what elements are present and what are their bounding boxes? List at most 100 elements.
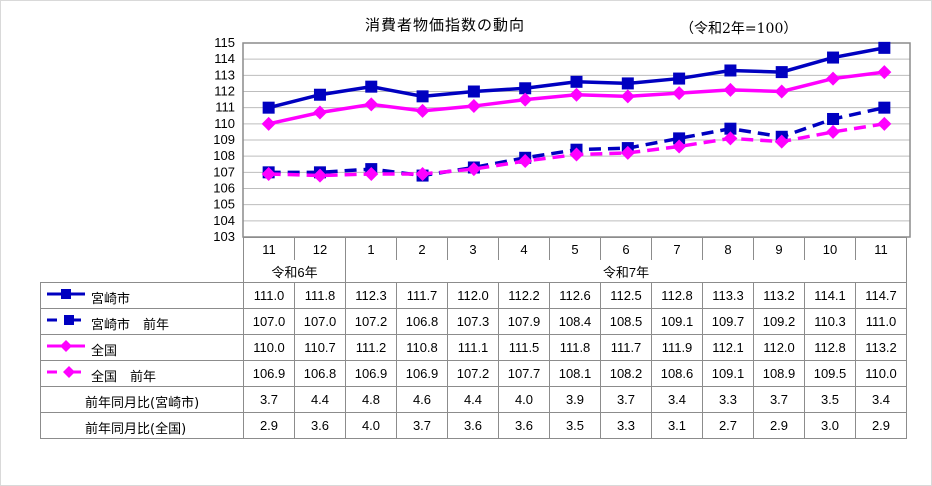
value-cell: 4.0 [498,386,550,413]
y-tick-label: 106 [213,181,235,196]
value-cell: 109.5 [804,360,856,387]
diamond-marker [672,139,687,154]
value-cell: 114.7 [855,282,907,309]
series-line [268,105,885,178]
diamond-marker [364,97,379,112]
square-marker [878,41,891,54]
month-label: 12 [294,237,346,260]
diamond-marker [518,154,533,169]
row-label: 前年同月比(宮崎市) [85,396,200,411]
value-cell: 108.5 [600,308,652,335]
square-marker [673,132,686,145]
diamond-marker [312,168,327,183]
square-marker [827,51,840,64]
row-label-cell: 前年同月比(宮崎市) [40,386,244,413]
y-tick-label: 114 [214,51,235,66]
month-label: 7 [651,237,703,260]
diamond-marker [261,116,276,131]
month-label: 9 [753,237,805,260]
value-cell: 3.4 [855,386,907,413]
diamond-marker [261,166,276,181]
value-cell: 107.0 [294,308,346,335]
chart-subtitle: （令和2年=100） [680,21,798,37]
row-label: 宮崎市 前年 [91,318,170,333]
table-row: 前年同月比(宮崎市) 3.7 4.4 4.8 4.6 4.4 4.0 3.9 3.7 3.4 3.3… [40,386,907,413]
value-cell: 4.8 [345,386,397,413]
month-label: 2 [396,237,448,260]
row-label: 全国 [91,344,118,359]
square-marker [724,122,737,135]
y-tick-label: 108 [213,148,235,163]
diamond-marker [569,87,584,102]
value-cell: 113.2 [753,282,805,309]
square-marker [724,64,737,77]
diamond-marker [620,145,635,160]
value-cell: 108.9 [753,360,805,387]
diamond-marker [826,71,841,86]
row-label: 宮崎市 [91,292,131,307]
value-cell: 110.8 [396,334,448,361]
square-marker [621,77,634,90]
value-cell: 3.6 [294,412,346,439]
diamond-marker [774,84,789,99]
value-cell: 110.0 [855,360,907,387]
value-cell: 111.0 [855,308,907,335]
square-marker [519,82,532,95]
y-tick-label: 104 [213,213,235,228]
diamond-marker [877,65,892,80]
y-tick-label: 115 [214,35,235,50]
value-cell: 112.8 [804,334,856,361]
square-marker [313,88,326,101]
value-cell: 4.0 [345,412,397,439]
value-cell: 109.1 [651,308,703,335]
value-cell: 112.2 [498,282,550,309]
value-cell: 106.9 [396,360,448,387]
era-row: 令和6年 令和7年 [41,260,907,283]
value-cell: 4.6 [396,386,448,413]
value-cell: 109.7 [702,308,754,335]
diamond-marker [826,124,841,139]
month-label: 3 [447,237,499,260]
month-row: 11 12 1 2 3 4 5 6 7 8 9 10 11 [41,237,907,260]
month-label: 8 [702,237,754,260]
corner-blank [41,260,244,283]
value-cell: 108.1 [549,360,601,387]
month-label: 1 [345,237,397,260]
diamond-marker [415,166,430,181]
plot-area [242,42,911,238]
legend-national-icon [45,339,87,356]
y-tick-label: 103 [213,229,235,244]
table-row: 全国 110.0 110.7 111.2 110.8 111.1 111.5 111.8 111… [40,334,907,361]
value-cell: 107.7 [498,360,550,387]
row-label-cell: 全国 [40,334,244,361]
square-marker [570,75,583,88]
value-cell: 112.1 [702,334,754,361]
month-label: 5 [549,237,601,260]
diamond-marker [672,86,687,101]
month-label: 11 [243,237,295,260]
value-cell: 106.8 [396,308,448,335]
table-row: 全国 前年 106.9 106.8 106.9 106.9 107.2 107.7 108.1… [40,360,907,387]
square-marker [673,72,686,85]
diamond-marker [723,82,738,97]
value-cell: 2.9 [753,412,805,439]
era-label: 令和6年 [243,260,346,283]
value-cell: 107.0 [243,308,295,335]
diamond-marker [774,134,789,149]
square-marker [775,66,788,79]
diamond-marker [312,105,327,120]
value-cell: 108.4 [549,308,601,335]
diamond-marker [466,99,481,114]
value-cell: 113.3 [702,282,754,309]
y-tick-label: 107 [213,164,235,179]
row-label-cell: 宮崎市 前年 [40,308,244,335]
value-cell: 112.6 [549,282,601,309]
month-label: 10 [804,237,856,260]
value-cell: 3.6 [498,412,550,439]
value-cell: 106.8 [294,360,346,387]
diamond-marker [518,92,533,107]
value-cell: 107.9 [498,308,550,335]
value-cell: 3.7 [600,386,652,413]
value-cell: 110.7 [294,334,346,361]
legend-national-prev-icon [45,365,87,382]
